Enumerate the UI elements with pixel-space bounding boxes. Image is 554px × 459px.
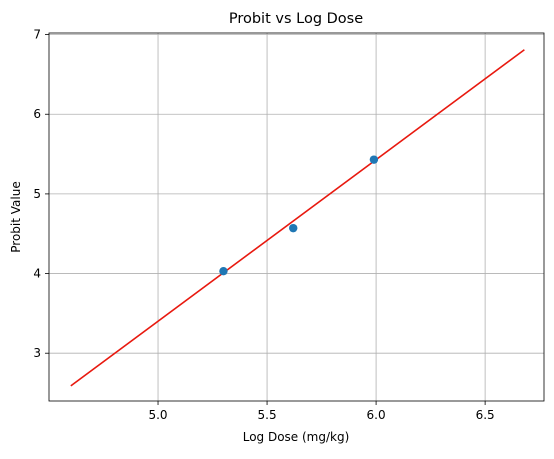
y-axis-label: Probit Value [9,181,23,252]
x-axis-label: Log Dose (mg/kg) [243,430,350,444]
plot-data [70,49,525,387]
y-tick-label: 5 [33,187,41,201]
y-tick-label: 3 [33,346,41,360]
y-tick-label: 4 [33,267,41,281]
y-tick-label: 6 [33,107,41,121]
x-tick-label: 6.0 [367,408,386,422]
grid [49,33,544,401]
x-tick-label: 6.5 [476,408,495,422]
y-tick-label: 7 [33,28,41,42]
x-tick-label: 5.0 [148,408,167,422]
x-tick-label: 5.5 [258,408,277,422]
data-point [369,155,379,164]
fit-line [70,49,525,387]
data-point [289,223,298,233]
data-point [219,266,228,276]
chart-title: Probit vs Log Dose [229,11,363,27]
axis-ticks: 5.0 5.5 6.0 6.5 3 4 5 6 7 [33,28,494,422]
plot-frame [48,32,545,402]
